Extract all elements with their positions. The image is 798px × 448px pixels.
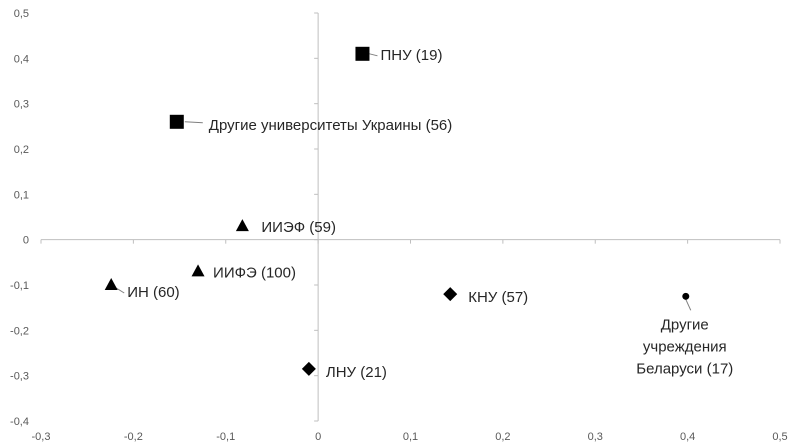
diamond-marker: [301, 361, 316, 376]
point-label-line: ИИЭФ (59): [261, 219, 336, 236]
y-tick-label: 0,2: [14, 144, 29, 156]
x-tick-label: 0,4: [680, 431, 695, 443]
x-tick-label: -0,3: [32, 431, 51, 443]
y-tick-label: -0,4: [10, 416, 29, 428]
point-label: ИН (60): [127, 284, 179, 301]
y-tick-label: 0,3: [14, 99, 29, 111]
point-label-line: КНУ (57): [468, 289, 528, 306]
point-label-line: Другие университеты Украины (56): [209, 117, 452, 134]
point-label: Другие учреждения Беларуси (17): [636, 316, 733, 377]
label-leader-lines: [115, 53, 692, 311]
point-label: ПНУ (19): [380, 47, 442, 64]
point-label: ИИЭФ (59): [261, 219, 336, 236]
point-label: ЛНУ (21): [326, 364, 387, 381]
y-tick-label: -0,2: [10, 325, 29, 337]
point-label-line: Другие: [661, 316, 709, 333]
data-points: [104, 46, 690, 376]
leader-line: [184, 121, 203, 124]
circle-marker: [682, 292, 690, 300]
triangle-marker: [235, 219, 249, 232]
leader-line: [685, 299, 692, 311]
point-labels: ПНУ (19) Другие университеты Украины (56)…: [127, 47, 733, 381]
x-tick-label: 0,1: [403, 431, 418, 443]
point-label-line: ИН (60): [127, 284, 179, 301]
point-label-line: учреждения: [643, 338, 727, 355]
x-tick-label: 0,3: [588, 431, 603, 443]
point-label-line: ЛНУ (21): [326, 364, 387, 381]
point-label: ИИФЭ (100): [213, 264, 296, 281]
triangle-marker: [191, 264, 205, 277]
y-tick-label: 0,4: [14, 53, 29, 65]
point-label-line: ИИФЭ (100): [213, 264, 296, 281]
square-marker: [355, 46, 370, 61]
y-tick-label: -0,1: [10, 280, 29, 292]
x-tick-label: 0: [315, 431, 321, 443]
point-label: КНУ (57): [468, 289, 528, 306]
y-tick-label: 0,1: [14, 189, 29, 201]
triangle-marker: [104, 278, 118, 290]
y-tick-label: 0: [23, 235, 29, 247]
square-marker: [169, 114, 184, 129]
leader-line: [369, 53, 378, 57]
x-tick-label: 0,5: [772, 431, 787, 443]
y-tick-label: -0,3: [10, 371, 29, 383]
point-label-line: Беларуси (17): [636, 360, 733, 377]
y-tick-label: 0,5: [14, 8, 29, 20]
point-label-line: ПНУ (19): [380, 47, 442, 64]
axes: -0,3 -0,2 -0,1 0 0,1 0,2 0,3 0,4 0,5 0,5 0,4 0,3 0,2…: [10, 8, 788, 443]
leader-line: [115, 287, 125, 294]
x-tick-label: -0,1: [216, 431, 235, 443]
x-tick-label: 0,2: [495, 431, 510, 443]
x-tick-label: -0,2: [124, 431, 143, 443]
point-label: Другие университеты Украины (56): [209, 117, 452, 134]
diamond-marker: [443, 287, 458, 302]
